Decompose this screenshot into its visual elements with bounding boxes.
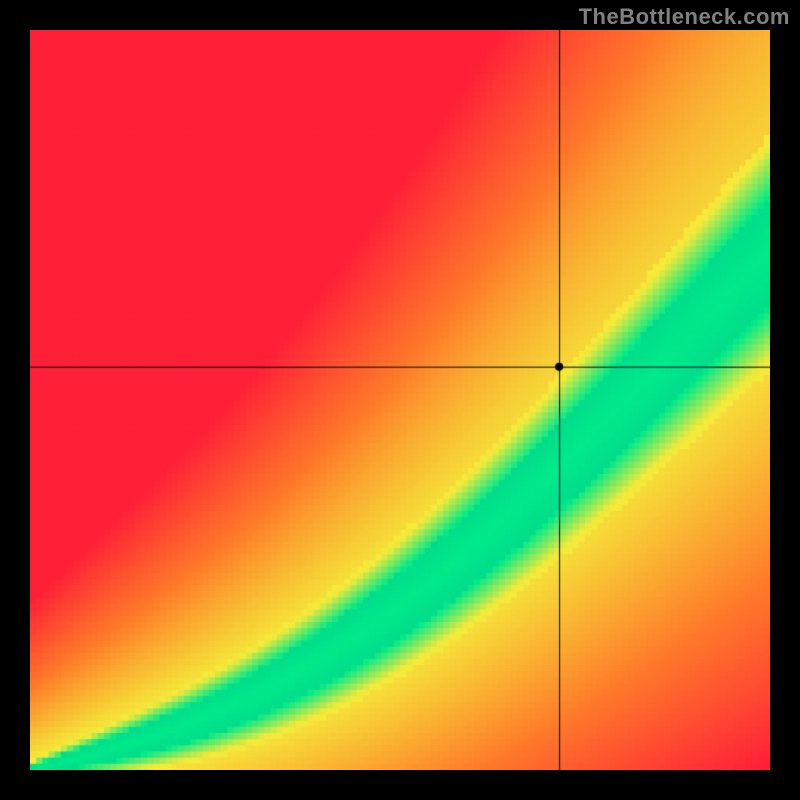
heatmap-canvas [30, 30, 770, 770]
chart-container: TheBottleneck.com [0, 0, 800, 800]
watermark-text: TheBottleneck.com [579, 4, 790, 30]
plot-area [30, 30, 770, 770]
